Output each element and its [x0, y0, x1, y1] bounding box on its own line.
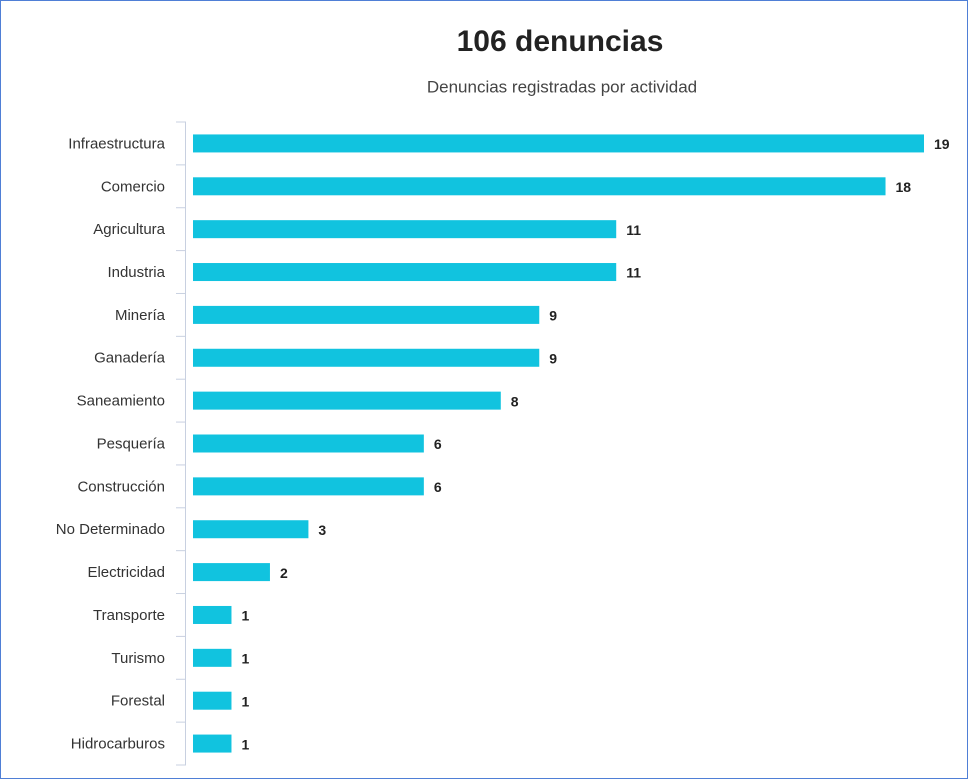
- y-tick-label: Minería: [115, 307, 166, 324]
- bar: [193, 520, 309, 539]
- y-tick-label: Ganadería: [94, 350, 166, 367]
- y-tick-label: Industria: [107, 264, 165, 281]
- bar: [193, 391, 501, 410]
- bar: [193, 434, 424, 453]
- bar: [193, 477, 424, 496]
- y-tick-label: No Determinado: [56, 521, 165, 538]
- value-label: 11: [626, 265, 641, 281]
- bar: [193, 734, 232, 753]
- bar: [193, 648, 232, 667]
- y-tick-label: Agricultura: [93, 221, 165, 238]
- y-tick-label: Forestal: [111, 693, 165, 710]
- value-label: 1: [241, 608, 249, 624]
- bar: [193, 220, 617, 239]
- value-label: 1: [241, 651, 249, 667]
- bar: [193, 563, 270, 582]
- bar: [193, 348, 540, 367]
- value-label: 8: [511, 393, 519, 409]
- bar: [193, 691, 232, 710]
- y-tick-label: Electricidad: [87, 564, 165, 581]
- value-label: 1: [241, 693, 249, 709]
- value-label: 9: [549, 350, 557, 366]
- value-label: 9: [549, 308, 557, 324]
- y-tick-label: Turismo: [111, 650, 165, 667]
- value-label: 18: [896, 179, 912, 195]
- value-label: 6: [434, 479, 442, 495]
- y-tick-label: Transporte: [93, 607, 165, 624]
- bar: [193, 134, 924, 153]
- bar: [193, 305, 540, 324]
- y-tick-label: Hidrocarburos: [71, 736, 165, 753]
- chart-title: 106 denuncias: [457, 25, 664, 58]
- value-label: 1: [241, 736, 249, 752]
- value-label: 19: [934, 136, 950, 152]
- y-tick-label: Construcción: [77, 478, 165, 495]
- chart-subtitle: Denuncias registradas por actividad: [427, 77, 697, 96]
- y-tick-label: Comercio: [101, 178, 165, 195]
- value-label: 11: [626, 222, 641, 238]
- y-tick-label: Infraestructura: [68, 135, 165, 152]
- value-label: 3: [318, 522, 326, 538]
- value-label: 2: [280, 565, 288, 581]
- bar: [193, 177, 886, 196]
- y-tick-label: Pesquería: [97, 435, 166, 452]
- bar: [193, 605, 232, 624]
- y-tick-label: Saneamiento: [77, 393, 165, 410]
- value-label: 6: [434, 436, 442, 452]
- bar: [193, 263, 617, 282]
